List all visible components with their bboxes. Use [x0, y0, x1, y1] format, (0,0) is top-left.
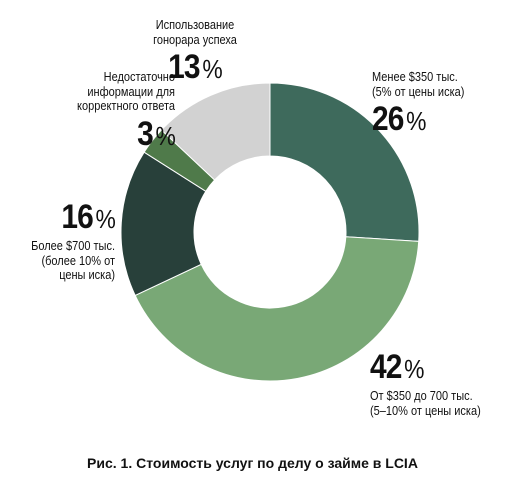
slice-percent: 13% — [168, 48, 223, 86]
figure-caption: Рис. 1. Стоимость услуг по делу о займе … — [87, 455, 418, 471]
slice-label-over-700: 16% Более $700 тыс. (более 10% от цены и… — [23, 198, 116, 283]
slice-350-700 — [134, 236, 420, 382]
slice-label-text: Более $700 тыс. (более 10% от цены иска) — [31, 239, 115, 282]
slice-percent: 16% — [61, 198, 116, 236]
slice-under-350 — [269, 82, 420, 242]
slice-label-success-fee: Использование гонорара успеха 13% — [138, 18, 252, 86]
slice-percent: 3% — [137, 114, 176, 153]
slice-label-text: Недостаточно информации для корректного … — [77, 70, 175, 113]
slice-label-under-350: Менее $350 тыс. (5% от цены иска) 26% — [372, 70, 486, 138]
slice-percent: 42% — [370, 348, 425, 386]
slice-success-fee — [160, 82, 271, 181]
slice-label-350-700: 42% От $350 до 700 тыс. (5–10% от цены и… — [370, 350, 486, 418]
slice-label-text: Менее $350 тыс. (5% от цены иска) — [372, 70, 465, 99]
slice-label-text: Использование гонорара успеха — [153, 18, 237, 47]
slice-percent: 26% — [372, 100, 427, 138]
slice-label-insufficient-info: Недостаточно информации для корректного … — [47, 70, 176, 153]
slice-label-text: От $350 до 700 тыс. (5–10% от цены иска) — [370, 389, 481, 418]
